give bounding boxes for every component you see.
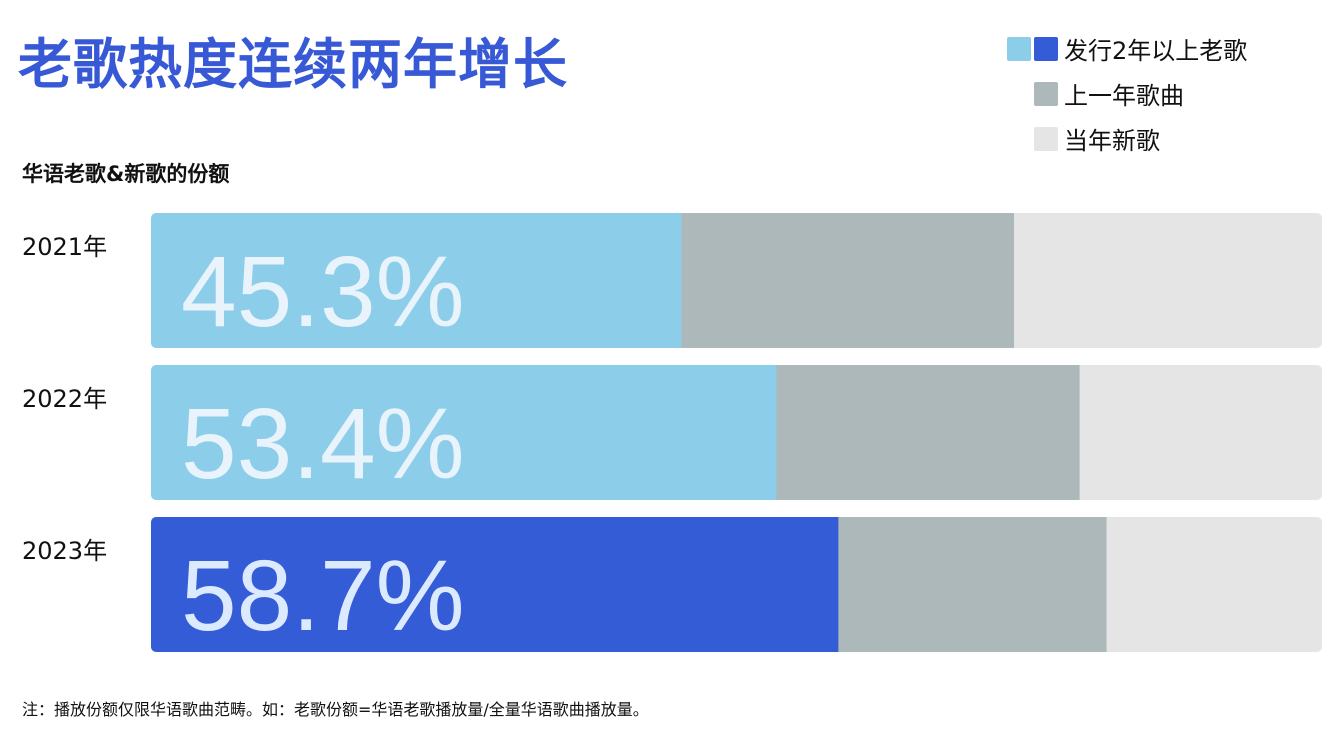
legend-item-new-songs: 当年新歌 — [1004, 116, 1247, 161]
chart-subtitle: 华语老歌&新歌的份额 — [22, 162, 230, 186]
bar-segment-last-year — [776, 365, 1081, 500]
bar-row-3 — [151, 517, 1322, 652]
bar-segment-old-songs — [151, 517, 839, 652]
footnote: 注：播放份额仅限华语歌曲范畴。如：老歌份额=华语老歌播放量/全量华语歌曲播放量。 — [22, 700, 649, 719]
category-label: 2022年 — [22, 385, 107, 413]
bar-row-1 — [151, 213, 1322, 348]
value-label: 53.4% — [181, 388, 465, 500]
legend-swatch-group — [1004, 126, 1058, 151]
bar-segment-new-songs — [1014, 213, 1322, 348]
legend-item-last-year: 上一年歌曲 — [1004, 71, 1247, 116]
legend-label-old-songs: 发行2年以上老歌 — [1064, 37, 1248, 65]
legend-item-old-songs: 发行2年以上老歌 — [1004, 26, 1247, 71]
bar-row-2 — [151, 365, 1322, 500]
value-label: 45.3% — [181, 236, 465, 348]
legend-swatch-group — [1004, 36, 1058, 61]
bar-segment-old-songs — [151, 365, 777, 500]
legend-label-new-songs: 当年新歌 — [1064, 127, 1160, 155]
category-label: 2021年 — [22, 233, 107, 261]
bar-segment-last-year — [838, 517, 1108, 652]
bar-segment-last-year — [681, 213, 1015, 348]
chart-title: 老歌热度连续两年增长 — [18, 33, 568, 96]
bar-segment-new-songs — [1079, 365, 1322, 500]
bar-segment-new-songs — [1106, 517, 1322, 652]
legend-swatch-old-dark — [1034, 36, 1058, 61]
value-label: 58.7% — [181, 540, 465, 652]
legend-swatch-last-year — [1034, 81, 1058, 106]
legend: 发行2年以上老歌 上一年歌曲 当年新歌 — [1004, 26, 1247, 161]
legend-swatch-old-light — [1007, 36, 1031, 61]
bar-segment-old-songs — [151, 213, 682, 348]
category-label: 2023年 — [22, 537, 107, 565]
legend-swatch-group — [1004, 81, 1058, 106]
legend-label-last-year: 上一年歌曲 — [1064, 82, 1184, 110]
legend-swatch-new-songs — [1034, 126, 1058, 151]
